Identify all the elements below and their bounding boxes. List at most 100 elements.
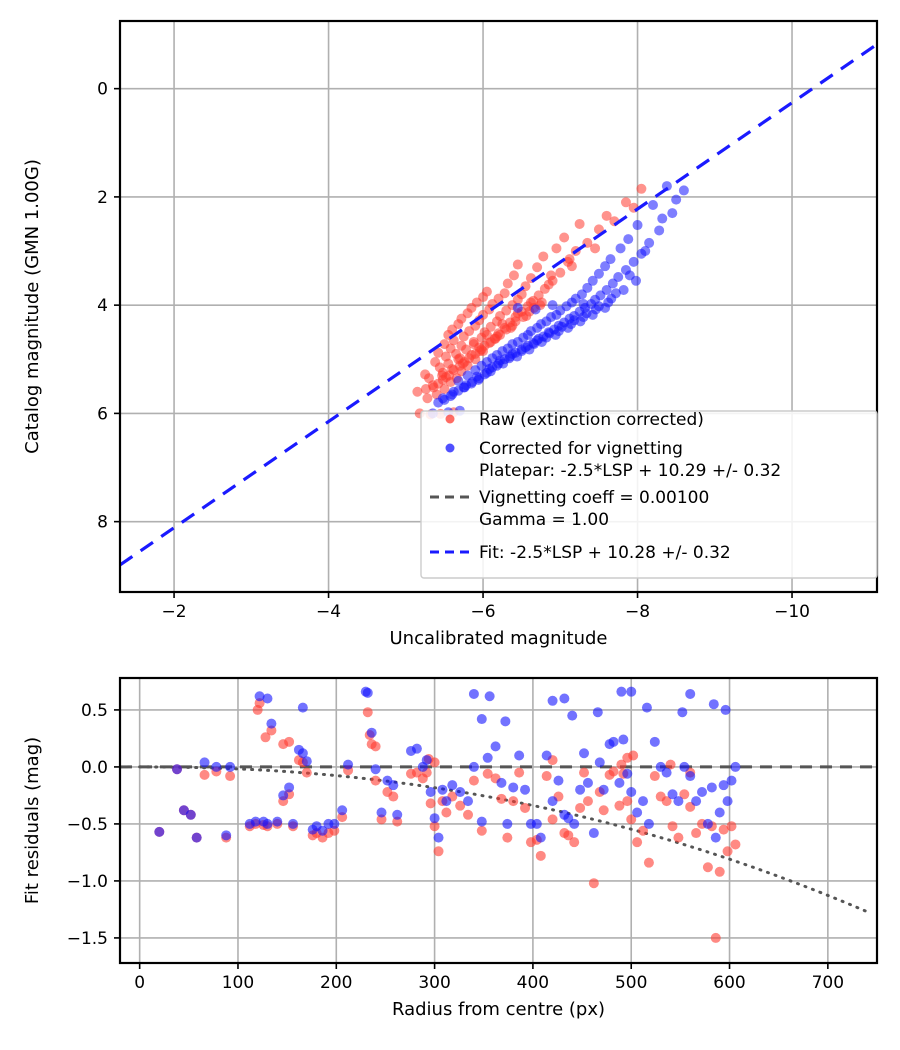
data-point xyxy=(376,814,387,825)
data-point xyxy=(422,393,433,404)
data-point xyxy=(649,736,660,747)
data-point xyxy=(284,736,295,747)
data-point xyxy=(337,805,348,816)
data-point xyxy=(370,764,381,775)
data-point xyxy=(616,759,627,770)
data-point xyxy=(329,818,340,829)
data-point xyxy=(423,373,434,384)
data-point xyxy=(730,761,741,772)
data-point xyxy=(579,767,590,778)
data-point xyxy=(730,839,741,850)
data-point xyxy=(225,771,236,782)
calibration-fit-lines xyxy=(119,42,878,567)
data-point xyxy=(593,268,604,279)
legend-label: Gamma = 1.00 xyxy=(479,510,609,530)
tick-label-y: 6 xyxy=(97,404,108,424)
data-point xyxy=(266,725,277,736)
data-point xyxy=(626,814,637,825)
data-point xyxy=(502,832,513,843)
data-point xyxy=(722,846,733,857)
tick-label-x: −8 xyxy=(625,602,650,622)
data-point xyxy=(594,757,605,768)
data-point xyxy=(710,832,721,843)
legend-entry: Vignetting coeff = 0.00100 xyxy=(430,488,709,508)
data-point xyxy=(547,695,558,706)
data-point xyxy=(588,878,599,889)
data-point xyxy=(456,340,467,351)
calibration-legend: Raw (extinction corrected) Corrected for … xyxy=(420,410,878,579)
data-point xyxy=(297,748,308,759)
data-point xyxy=(484,691,495,702)
data-point xyxy=(421,755,432,766)
data-point xyxy=(512,302,523,313)
data-point xyxy=(679,789,690,800)
data-point xyxy=(673,796,684,807)
data-point xyxy=(485,366,496,377)
data-point xyxy=(553,775,564,786)
data-point xyxy=(632,837,643,848)
data-point xyxy=(575,316,586,327)
tick-label-x: 600 xyxy=(713,973,745,993)
data-point xyxy=(463,796,474,807)
data-point xyxy=(430,356,441,367)
data-point xyxy=(726,775,737,786)
tick-label-y: 4 xyxy=(97,296,108,316)
data-point xyxy=(337,812,348,823)
axes-border xyxy=(118,19,879,594)
data-point xyxy=(665,759,676,770)
legend-entry: Fit: -2.5*LSP + 10.28 +/- 0.32 xyxy=(430,543,731,563)
data-point xyxy=(706,782,717,793)
data-point xyxy=(507,320,518,331)
data-point xyxy=(445,391,456,402)
data-point xyxy=(411,743,422,754)
data-point xyxy=(661,796,672,807)
data-point xyxy=(502,278,513,289)
data-point xyxy=(536,336,547,347)
data-point xyxy=(392,809,403,820)
data-point xyxy=(578,299,589,310)
data-point xyxy=(593,224,604,235)
data-point xyxy=(502,818,513,829)
data-point xyxy=(638,825,649,836)
data-point xyxy=(455,800,466,811)
data-point xyxy=(640,246,651,257)
data-point xyxy=(441,807,452,818)
data-point xyxy=(702,862,713,873)
data-point xyxy=(541,771,552,782)
tick-label-y: 8 xyxy=(97,513,108,533)
data-point xyxy=(588,828,599,839)
data-point xyxy=(638,796,649,807)
residuals-y-axis-label: Fit residuals (mag) xyxy=(22,737,43,904)
data-point xyxy=(499,288,510,299)
data-point xyxy=(476,825,487,836)
data-point xyxy=(614,777,625,788)
legend-label: Corrected for vignetting xyxy=(479,439,683,459)
data-point xyxy=(563,830,574,841)
data-point xyxy=(618,734,629,745)
data-point xyxy=(575,784,586,795)
tick-label-x: 200 xyxy=(320,973,352,993)
data-point xyxy=(425,798,436,809)
residuals-model-lines xyxy=(120,765,877,914)
data-point xyxy=(524,344,535,355)
data-point xyxy=(632,220,643,231)
data-point xyxy=(632,807,643,818)
data-point xyxy=(636,183,647,194)
data-point xyxy=(623,234,634,245)
data-point xyxy=(370,741,381,752)
data-point xyxy=(154,826,165,837)
data-point xyxy=(250,816,261,827)
data-point xyxy=(685,771,696,782)
data-point xyxy=(420,384,431,395)
data-point xyxy=(543,279,554,290)
data-point xyxy=(476,816,487,827)
data-point xyxy=(392,816,403,827)
data-point xyxy=(439,339,450,350)
data-point xyxy=(199,769,210,780)
data-point xyxy=(667,789,678,800)
calibration-scatter-points xyxy=(412,181,689,420)
data-point xyxy=(288,818,299,829)
calibration-axes-frame xyxy=(118,19,879,594)
data-point xyxy=(587,275,598,286)
